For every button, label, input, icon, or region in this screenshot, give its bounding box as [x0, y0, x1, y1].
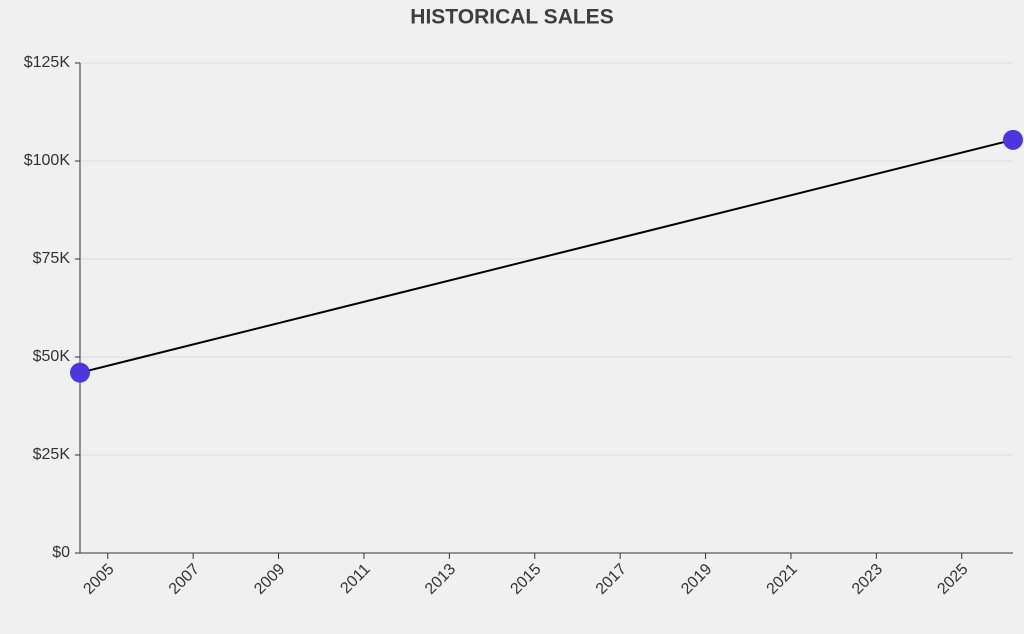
x-tick-label: 2021	[764, 561, 801, 598]
x-tick-label: 2013	[422, 561, 459, 598]
x-tick-label: 2023	[849, 561, 886, 598]
y-tick-label: $25K	[33, 446, 71, 463]
x-tick-label: 2007	[166, 561, 203, 598]
line	[79, 138, 1014, 374]
x-tick-label: 2025	[934, 561, 971, 598]
point	[1003, 129, 1023, 150]
y-tick-label: $0	[52, 544, 70, 561]
x-tick-label: 2017	[593, 561, 630, 598]
x-tick-label: 2011	[337, 561, 373, 597]
x-tick-label: 2015	[507, 561, 544, 598]
y-tick-label: $50K	[33, 348, 71, 365]
point	[70, 362, 90, 383]
y-tick-label: $75K	[33, 250, 71, 267]
x-tick-label: 2019	[678, 561, 715, 598]
y-tick-label: $100K	[24, 152, 71, 169]
chart-title: HISTORICAL SALES	[410, 6, 613, 29]
x-tick-label: 2005	[80, 561, 117, 598]
x-tick-label: 2009	[251, 561, 288, 598]
y-tick-label: $125K	[24, 54, 71, 71]
